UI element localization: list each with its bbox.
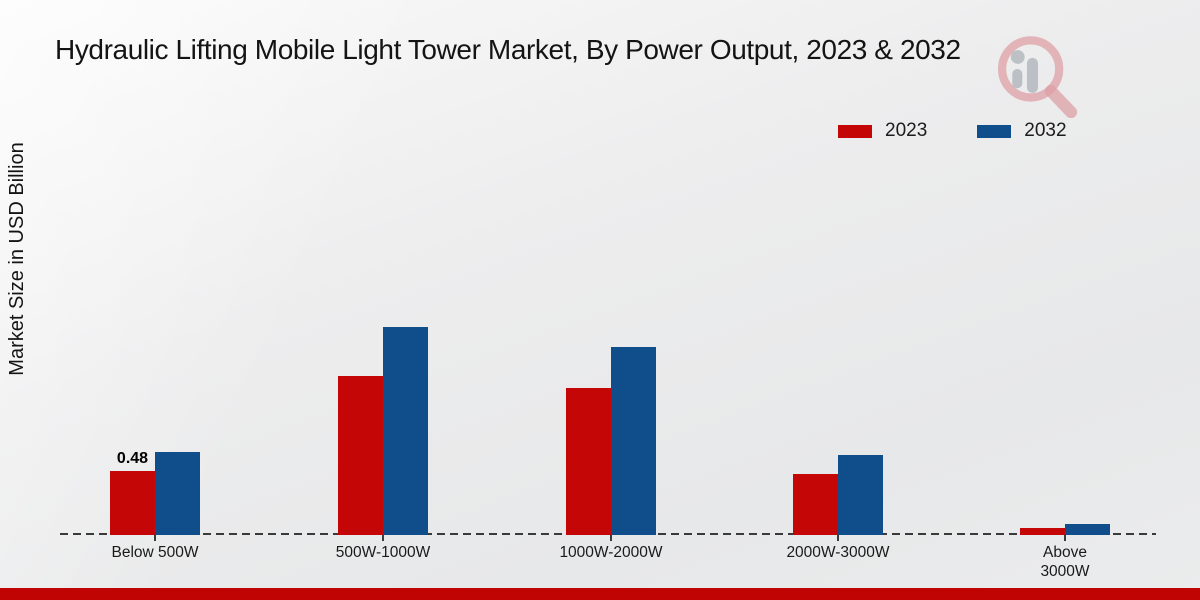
footer-red-band xyxy=(0,588,1200,600)
bar-2032-category-2 xyxy=(611,347,656,535)
x-axis-tick xyxy=(610,535,612,541)
x-axis-tick xyxy=(837,535,839,541)
bar-2032-category-1 xyxy=(383,327,428,535)
bar-2023-category-4 xyxy=(1020,528,1065,535)
bar-2023-category-2 xyxy=(566,388,611,535)
y-axis-label: Market Size in USD Billion xyxy=(6,142,28,376)
chart-title: Hydraulic Lifting Mobile Light Tower Mar… xyxy=(55,34,961,65)
legend-swatch-2032-icon xyxy=(977,124,1012,138)
x-tick-label-3: 2000W-3000W xyxy=(786,544,890,561)
bar-2032-category-0 xyxy=(155,452,200,535)
x-tick-label-4: Above 3000W xyxy=(1040,544,1090,581)
magnifier-bar-chart-logo xyxy=(992,30,1084,123)
x-tick-label-2: 1000W-2000W xyxy=(559,544,663,561)
legend-label-2032: 2032 xyxy=(1024,120,1067,141)
x-tick-label-0: Below 500W xyxy=(111,544,199,561)
bar-2032-category-4 xyxy=(1065,524,1110,535)
bar-2032-category-3 xyxy=(838,455,883,535)
legend-label-2023: 2023 xyxy=(885,120,928,141)
x-axis-tick xyxy=(382,535,384,541)
x-axis-tick xyxy=(154,535,156,541)
bar-2023-category-0 xyxy=(110,471,155,535)
x-tick-label-1: 500W-1000W xyxy=(335,544,431,561)
legend: 2023 2032 xyxy=(838,120,1067,142)
legend-swatch-2023-icon xyxy=(838,124,872,138)
legend-item-2023: 2023 xyxy=(838,120,927,142)
legend-item-2032: 2032 xyxy=(977,120,1067,142)
x-axis-tick xyxy=(1064,535,1066,541)
bar-2023-category-3 xyxy=(793,474,838,535)
bar-2023-category-1 xyxy=(338,376,383,535)
bar-value-label: 0.48 xyxy=(116,450,149,467)
